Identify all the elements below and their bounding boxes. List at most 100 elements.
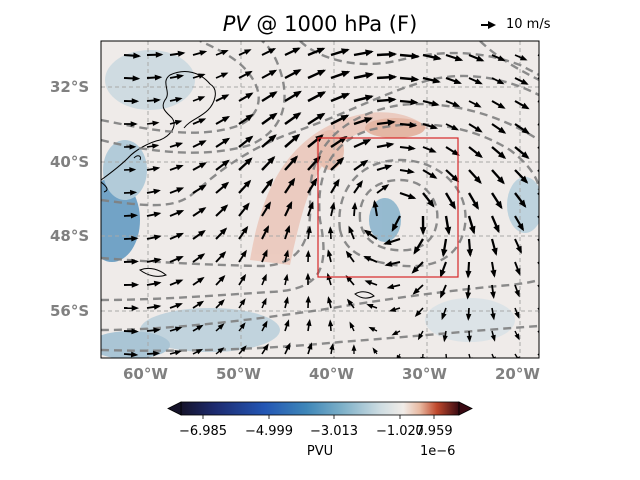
wind-vector-head [293, 90, 302, 98]
wind-vector-head [285, 342, 291, 350]
wind-vector-head [267, 156, 276, 165]
wind-vector-head [292, 47, 301, 54]
wind-vector-head [306, 225, 312, 234]
wind-vector-head [407, 168, 415, 175]
colorbar-tick-3: −1.027 [375, 424, 425, 439]
wind-vector-head [349, 321, 355, 329]
quiver-key-label: 10 m/s [506, 17, 551, 32]
wind-vector-head [448, 201, 456, 210]
wind-vector-head [261, 297, 267, 305]
wind-vector-head [453, 78, 462, 84]
wind-vector-head [291, 133, 301, 142]
lon-label-60w: 60°W [123, 365, 168, 383]
region-box [317, 137, 459, 278]
wind-vector-head [307, 201, 314, 210]
wind-vector-head [329, 343, 335, 350]
wind-vector-head [356, 180, 363, 188]
wind-vector-head [197, 276, 205, 284]
wind-vector-head [411, 266, 419, 274]
wind-vector-head [131, 235, 139, 242]
wind-vector-head [514, 289, 520, 298]
wind-vector-head [498, 126, 507, 134]
wind-vector-head [243, 179, 252, 188]
wind-vector-head [413, 246, 421, 255]
wind-vector-head [174, 350, 182, 356]
wind-vector-head [351, 344, 357, 351]
wind-vector-head [466, 249, 473, 258]
wind-vector-head [414, 310, 422, 317]
wind-vector-head [520, 175, 529, 184]
lat-label-40s: 40°S [50, 153, 90, 171]
wind-vector-head [384, 260, 393, 267]
wind-vector-head [153, 211, 162, 218]
wind-vector-head [365, 49, 374, 57]
wind-vector-head [175, 256, 184, 262]
lon-label-40w: 40°W [309, 365, 354, 383]
wind-vector-head [129, 167, 137, 173]
wind-vector-head [388, 306, 397, 312]
wind-vector-head [264, 201, 271, 210]
wind-vector-head [283, 249, 289, 257]
wind-vector-head [542, 198, 550, 206]
wind-vector-head [411, 52, 420, 60]
lon-label-50w: 50°W [216, 365, 261, 383]
wind-vector-head [497, 151, 507, 159]
wind-vector-head [130, 351, 139, 358]
wind-vector-head [244, 157, 253, 166]
wind-vector-head [454, 55, 464, 62]
wind-vector-head [368, 326, 376, 332]
wind-vector-head [175, 142, 184, 148]
wind-vector-head [466, 335, 472, 343]
wind-vector-head [268, 69, 278, 77]
wind-vector-head [388, 96, 397, 104]
wind-vector-head [363, 256, 372, 262]
wind-vector-head [306, 318, 312, 327]
wind-vector-head [218, 275, 226, 283]
wind-vector-head [268, 48, 277, 54]
wind-vector-head [286, 201, 293, 210]
wind-vector-head [221, 116, 230, 123]
lat-label-56s: 56°S [50, 302, 90, 320]
title-rest: @ 1000 hPa (F) [249, 12, 418, 36]
colorbar [167, 401, 473, 419]
wind-vector-head [517, 223, 524, 232]
wind-vector-head [364, 280, 373, 286]
wind-vector-head [496, 78, 505, 85]
wind-vector-head [465, 313, 472, 321]
wind-vector-head [427, 199, 435, 208]
wind-vector-head [497, 102, 506, 109]
wind-vector-head [538, 335, 539, 337]
wind-vector-head [514, 333, 520, 341]
wind-vector-head [198, 207, 207, 214]
wind-vector-head [242, 202, 250, 211]
wind-vector-head [217, 347, 225, 354]
wind-vector-head [240, 249, 247, 258]
wind-vector-head [474, 125, 483, 133]
wind-vector-head [474, 78, 483, 85]
wind-vector-shaft [537, 169, 539, 173]
wind-vector-head [245, 114, 254, 122]
wind-vector-head [387, 119, 396, 126]
wind-vector-head [219, 227, 228, 235]
wind-vector-head [155, 51, 164, 58]
wind-vector-head [244, 70, 253, 77]
wind-vector-head [239, 322, 246, 330]
wind-vector-head [519, 55, 528, 61]
wind-vector-head [417, 333, 424, 341]
wind-vector-head [175, 303, 183, 309]
wind-vector-shaft [537, 192, 539, 196]
wind-vector-shaft [537, 123, 539, 126]
wind-vector-head [131, 328, 139, 335]
wind-vector-head [340, 114, 350, 122]
wind-vector-head [221, 94, 230, 101]
wind-vector-head [153, 304, 162, 310]
wind-vector-head [293, 69, 302, 76]
wind-vector-head [545, 151, 553, 158]
title-variable: PV [222, 12, 250, 36]
gridlines [101, 41, 539, 358]
map-frame [100, 40, 540, 359]
wind-vector-head [131, 258, 139, 265]
wind-vector-head [152, 120, 160, 126]
wind-vector-head [540, 244, 547, 252]
